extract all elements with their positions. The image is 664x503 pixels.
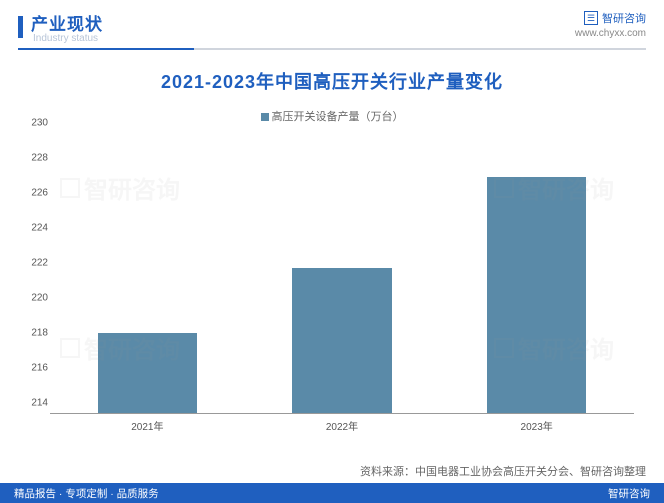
chart-legend: 高压开关设备产量（万台） — [0, 108, 664, 124]
plot-area — [50, 134, 634, 414]
y-tick-label: 228 — [31, 153, 48, 164]
footer-right: 智研咨询 — [608, 486, 650, 501]
header-brand: ☰ 智研咨询 www.chyxx.com — [575, 10, 646, 39]
bar — [98, 333, 197, 414]
y-tick-label: 230 — [31, 118, 48, 129]
brand-url: www.chyxx.com — [575, 28, 646, 39]
y-tick-label: 222 — [31, 258, 48, 269]
y-tick-label: 220 — [31, 293, 48, 304]
bar — [487, 177, 586, 413]
x-axis: 2021年 2022年 2023年 — [50, 414, 634, 434]
footer-left: 精品报告 · 专项定制 · 品质服务 — [14, 486, 159, 501]
bar — [292, 268, 391, 413]
chart-title: 2021-2023年中国高压开关行业产量变化 — [0, 68, 664, 94]
header-subtitle: Industry status — [33, 33, 103, 44]
y-tick-label: 218 — [31, 328, 48, 339]
y-axis: 214216218220222224226228230 — [20, 134, 48, 414]
brand-icon: ☰ — [584, 11, 598, 25]
chart-area: 214216218220222224226228230 2021年2022年20… — [50, 134, 634, 434]
legend-label: 高压开关设备产量（万台） — [272, 111, 404, 123]
source-text: 资料来源：中国电器工业协会高压开关分会、智研咨询整理 — [360, 463, 646, 479]
legend-marker-icon — [261, 113, 269, 121]
y-tick-label: 224 — [31, 223, 48, 234]
header-divider — [18, 48, 646, 50]
y-tick-label: 216 — [31, 363, 48, 374]
y-tick-label: 226 — [31, 188, 48, 199]
y-tick-label: 214 — [31, 398, 48, 409]
header-left: 产业现状 Industry status — [18, 10, 103, 44]
header: 产业现状 Industry status ☰ 智研咨询 www.chyxx.co… — [0, 0, 664, 44]
x-tick-label: 2021年 — [131, 418, 163, 433]
footer: 精品报告 · 专项定制 · 品质服务 智研咨询 — [0, 483, 664, 503]
header-accent-bar — [18, 16, 23, 38]
x-tick-label: 2023年 — [521, 418, 553, 433]
brand-name: 智研咨询 — [602, 10, 646, 26]
header-title: 产业现状 — [31, 10, 103, 35]
x-tick-label: 2022年 — [326, 418, 358, 433]
